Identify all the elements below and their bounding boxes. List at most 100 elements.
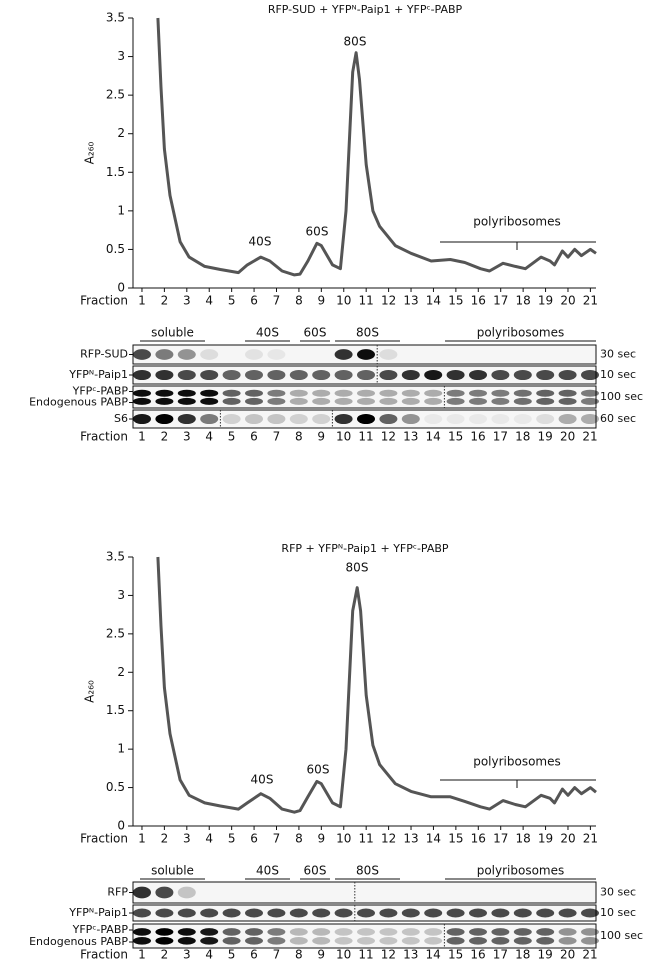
blot-band <box>177 936 196 945</box>
blot-band <box>379 349 398 360</box>
y-tick-label: 2 <box>117 126 125 140</box>
peak-label: 40S <box>249 235 272 249</box>
x-tick-label: 2 <box>161 832 169 846</box>
peak-label: 80S <box>346 561 369 575</box>
blot-band <box>289 389 308 397</box>
profile-line <box>156 556 597 814</box>
fraction-label: 12 <box>381 430 396 444</box>
blot-band <box>155 886 174 899</box>
blot-band <box>177 397 196 405</box>
blot-band <box>581 413 599 425</box>
x-tick-label: 13 <box>403 832 418 846</box>
blot-band <box>558 397 577 405</box>
blot-band <box>513 936 532 945</box>
blot-band <box>267 908 286 918</box>
blot-band <box>513 397 532 405</box>
fraction-group-label: 40S <box>256 326 279 340</box>
fraction-label: 15 <box>448 430 463 444</box>
fraction-label: 11 <box>358 430 373 444</box>
exposure-label: 60 sec <box>600 412 636 425</box>
blot-band <box>469 389 487 397</box>
row-label: YFPᴺ-Paip1 <box>68 368 128 381</box>
x-tick-label: 11 <box>359 832 374 846</box>
blot-strip <box>132 881 597 904</box>
x-tick-label: 19 <box>538 294 553 308</box>
blot-band <box>469 936 487 945</box>
x-tick-label: 4 <box>205 294 213 308</box>
blot-band <box>469 413 487 425</box>
blot-band <box>177 369 196 381</box>
x-tick-label: 20 <box>560 294 575 308</box>
blot-band <box>469 928 487 936</box>
y-tick-label: 2.5 <box>106 626 125 640</box>
blot-band <box>289 413 308 425</box>
blot-band <box>177 413 196 425</box>
y-tick-label: 0.5 <box>106 780 125 794</box>
blot-band <box>424 908 443 918</box>
peak-label: 60S <box>306 225 329 239</box>
blot-band <box>312 413 331 425</box>
fraction-group-label: polyribosomes <box>477 326 565 340</box>
fraction-label: 10 <box>336 948 351 962</box>
blot-band <box>357 397 375 405</box>
blot-band <box>513 413 532 425</box>
blot-band <box>289 936 308 945</box>
blot-band <box>491 397 510 405</box>
blot-band <box>424 928 443 936</box>
profile-line <box>156 17 597 277</box>
fraction-label: 17 <box>493 948 508 962</box>
fraction-label: 11 <box>358 948 373 962</box>
fraction-label: 14 <box>426 948 441 962</box>
blot-band <box>581 936 599 945</box>
blot-band <box>222 928 241 936</box>
blot-band <box>312 389 331 397</box>
blot-band <box>357 928 375 936</box>
x-tick-label: 5 <box>228 294 236 308</box>
x-tick-label: 18 <box>515 294 530 308</box>
blot-band <box>379 369 398 381</box>
x-tick-label: 3 <box>183 294 191 308</box>
blot-band <box>491 936 510 945</box>
x-tick-label: 12 <box>381 294 396 308</box>
blot-band <box>513 389 532 397</box>
blot-band <box>155 928 174 936</box>
blot-band <box>267 928 286 936</box>
x-tick-label: 15 <box>448 294 463 308</box>
fraction-label: 16 <box>470 948 485 962</box>
fraction-group-label: polyribosomes <box>477 864 565 878</box>
blot-band <box>312 908 331 918</box>
y-axis-label: A₂₆₀ <box>83 680 97 703</box>
x-tick-label: 8 <box>295 294 303 308</box>
fraction-label: 5 <box>228 430 236 444</box>
fraction-label: 9 <box>317 430 325 444</box>
x-tick-label: 18 <box>515 832 530 846</box>
y-tick-label: 0 <box>117 819 125 833</box>
y-tick-label: 1 <box>117 742 125 756</box>
blot-band <box>267 397 286 405</box>
blot-band <box>379 389 398 397</box>
blot-band <box>401 928 420 936</box>
fraction-label: 19 <box>538 948 553 962</box>
exposure-label: 10 sec <box>600 368 636 381</box>
blot-band <box>245 369 263 381</box>
x-tick-label: 21 <box>583 832 598 846</box>
x-tick-label: 14 <box>426 294 441 308</box>
y-tick-label: 0 <box>117 281 125 295</box>
blot-band <box>536 936 555 945</box>
blot-band <box>401 908 420 918</box>
x-tick-label: 19 <box>538 832 553 846</box>
row-label: Endogenous PABP <box>29 396 128 409</box>
blot-band <box>379 928 398 936</box>
fraction-label: 4 <box>205 430 213 444</box>
blot-band <box>334 413 353 425</box>
peak-label: polyribosomes <box>473 755 561 769</box>
blot-band <box>469 908 487 918</box>
chart-title: RFP-SUD + YFPᴺ-Paip1 + YFPᶜ-PABP <box>268 3 463 16</box>
x-tick-label: 17 <box>493 832 508 846</box>
blot-band <box>513 908 532 918</box>
fraction-label: 20 <box>560 948 575 962</box>
blot-band <box>133 389 151 397</box>
peak-label: polyribosomes <box>473 215 561 229</box>
blot-band <box>357 369 375 381</box>
fraction-label: 3 <box>183 430 191 444</box>
